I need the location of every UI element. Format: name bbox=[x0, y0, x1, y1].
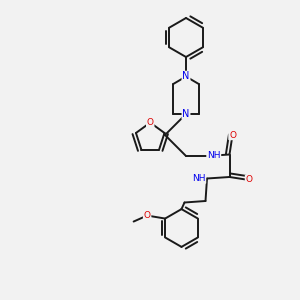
Text: NH: NH bbox=[207, 152, 220, 160]
Text: NH: NH bbox=[192, 174, 206, 183]
Text: O: O bbox=[147, 118, 154, 127]
Text: O: O bbox=[245, 176, 253, 184]
Text: O: O bbox=[144, 211, 151, 220]
Text: N: N bbox=[182, 71, 190, 82]
Text: O: O bbox=[229, 130, 236, 140]
Text: N: N bbox=[182, 109, 190, 119]
